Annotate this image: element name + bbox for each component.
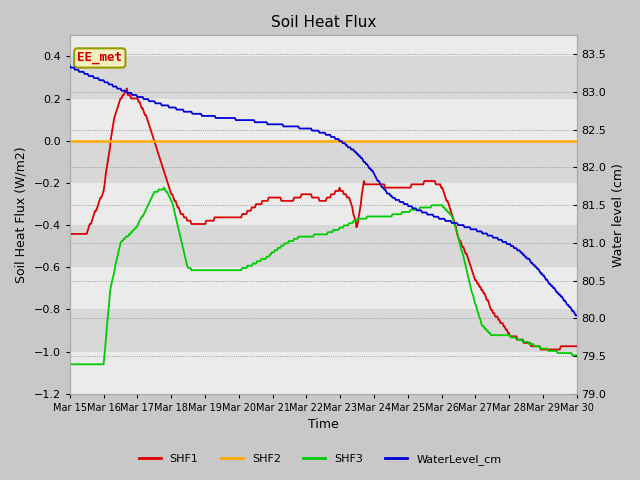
Y-axis label: Soil Heat Flux (W/m2): Soil Heat Flux (W/m2) [15, 146, 28, 283]
Y-axis label: Water level (cm): Water level (cm) [612, 163, 625, 266]
Text: EE_met: EE_met [77, 51, 122, 64]
Bar [70, 267, 577, 310]
Bar [70, 57, 577, 98]
Bar [70, 310, 577, 352]
Bar [70, 352, 577, 394]
Bar [70, 141, 577, 183]
Bar [70, 98, 577, 141]
Legend: SHF1, SHF2, SHF3, WaterLevel_cm: SHF1, SHF2, SHF3, WaterLevel_cm [134, 450, 506, 469]
Bar [70, 225, 577, 267]
Title: Soil Heat Flux: Soil Heat Flux [271, 15, 376, 30]
Bar [70, 183, 577, 225]
Bar [70, 36, 577, 57]
X-axis label: Time: Time [308, 419, 339, 432]
